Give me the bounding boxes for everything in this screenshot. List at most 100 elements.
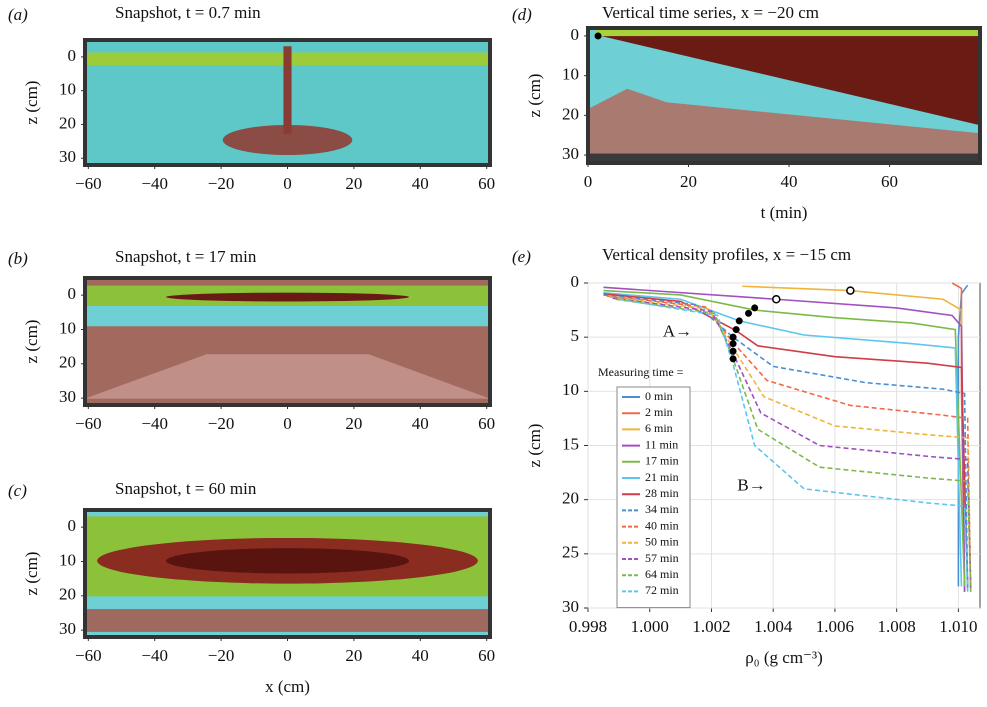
x-tick-label: −40 — [141, 646, 168, 665]
x-tick-label: 0 — [584, 172, 593, 191]
y-tick-label: 30 — [562, 597, 579, 616]
x-tick-label: 0 — [283, 174, 292, 193]
legend-label: 21 min — [645, 470, 679, 484]
y-tick-label: 30 — [59, 147, 76, 166]
y-tick-label: 30 — [562, 144, 579, 163]
legend-title: Measuring time = — [598, 365, 684, 379]
x-tick-label: 40 — [781, 172, 798, 191]
x-tick-label: −60 — [75, 174, 102, 193]
profile-line — [618, 298, 969, 592]
legend-label: 72 min — [645, 583, 679, 597]
y-tick-label: 20 — [562, 104, 579, 123]
y-tick-label: 15 — [562, 434, 579, 453]
x-tick-label: 0 — [283, 646, 292, 665]
legend-label: 64 min — [645, 567, 679, 581]
y-tick-label: 10 — [562, 380, 579, 399]
legend-label: 2 min — [645, 405, 673, 419]
y-axis-label: z (cm) — [525, 74, 544, 118]
x-tick-label: 0.998 — [569, 617, 607, 636]
x-axis-label: ρ₀ (g cm⁻³) — [745, 648, 823, 667]
y-tick-label: 30 — [59, 619, 76, 638]
photo-region — [85, 609, 490, 632]
x-axis-label: x (cm) — [265, 677, 310, 696]
x-axis-label: t (min) — [761, 203, 808, 222]
x-tick-label: −40 — [141, 174, 168, 193]
x-tick-label: −60 — [75, 414, 102, 433]
panel-title: Snapshot, t = 17 min — [115, 247, 257, 266]
photo-region — [588, 153, 980, 163]
x-tick-label: 1.008 — [878, 617, 916, 636]
photo-region — [166, 548, 409, 574]
y-tick-label: 5 — [571, 326, 580, 345]
marker — [751, 304, 759, 312]
legend-label: 50 min — [645, 535, 679, 549]
legend-label: 57 min — [645, 551, 679, 565]
x-tick-label: 1.006 — [816, 617, 854, 636]
marker — [729, 333, 737, 341]
photo-region — [595, 28, 980, 37]
profile-line — [609, 296, 972, 592]
legend-label: 40 min — [645, 518, 679, 532]
y-tick-label: 0 — [571, 25, 580, 44]
y-tick-label: 20 — [59, 113, 76, 132]
panel-title: Vertical density profiles, x = −15 cm — [602, 245, 851, 264]
y-tick-label: 10 — [59, 80, 76, 99]
y-tick-label: 0 — [571, 272, 580, 291]
x-tick-label: −20 — [208, 414, 235, 433]
x-tick-label: 20 — [680, 172, 697, 191]
y-tick-label: 30 — [59, 387, 76, 406]
y-axis-label: z (cm) — [22, 81, 41, 125]
legend-label: 17 min — [645, 454, 679, 468]
marker — [729, 347, 737, 355]
marker — [729, 355, 737, 363]
annotation: B→ — [737, 476, 765, 495]
y-axis-label: z (cm) — [525, 424, 544, 468]
x-tick-label: 60 — [881, 172, 898, 191]
marker — [745, 309, 753, 317]
x-tick-label: 20 — [345, 174, 362, 193]
x-tick-label: 20 — [345, 414, 362, 433]
x-tick-label: 40 — [412, 414, 429, 433]
x-tick-label: 40 — [412, 646, 429, 665]
hollow-marker — [846, 286, 855, 295]
x-tick-label: −60 — [75, 646, 102, 665]
marker — [732, 326, 740, 334]
photo-region — [595, 34, 980, 126]
profile-line — [603, 289, 966, 587]
profile-line — [612, 297, 972, 592]
marker — [735, 317, 743, 325]
panel-label: (c) — [8, 481, 27, 500]
panel-label: (e) — [512, 247, 531, 266]
y-tick-label: 20 — [562, 489, 579, 508]
x-tick-label: −40 — [141, 414, 168, 433]
panel-title: Vertical time series, x = −20 cm — [602, 3, 819, 22]
profile-line — [606, 295, 972, 592]
panel-title: Snapshot, t = 0.7 min — [115, 3, 261, 22]
x-tick-label: 0 — [283, 414, 292, 433]
y-tick-label: 0 — [68, 46, 77, 65]
legend-label: 6 min — [645, 421, 673, 435]
y-tick-label: 10 — [59, 318, 76, 337]
y-tick-label: 20 — [59, 353, 76, 372]
x-tick-label: 1.000 — [631, 617, 669, 636]
x-tick-label: 1.010 — [939, 617, 977, 636]
legend-box — [616, 386, 691, 609]
profile-line — [603, 291, 963, 587]
y-tick-label: 0 — [68, 284, 77, 303]
photo-region — [588, 88, 980, 157]
legend-label: 34 min — [645, 502, 679, 516]
annotation: A→ — [663, 322, 692, 341]
x-tick-label: 40 — [412, 174, 429, 193]
panel-title: Snapshot, t = 60 min — [115, 479, 257, 498]
x-tick-label: −20 — [208, 646, 235, 665]
y-tick-label: 10 — [59, 550, 76, 569]
y-axis-label: z (cm) — [22, 320, 41, 364]
photo-region — [85, 354, 490, 399]
y-tick-label: 20 — [59, 585, 76, 604]
y-axis-label: z (cm) — [22, 552, 41, 596]
x-tick-label: −20 — [208, 174, 235, 193]
x-tick-label: 60 — [478, 414, 495, 433]
x-tick-label: 1.004 — [754, 617, 793, 636]
marker — [594, 32, 602, 40]
